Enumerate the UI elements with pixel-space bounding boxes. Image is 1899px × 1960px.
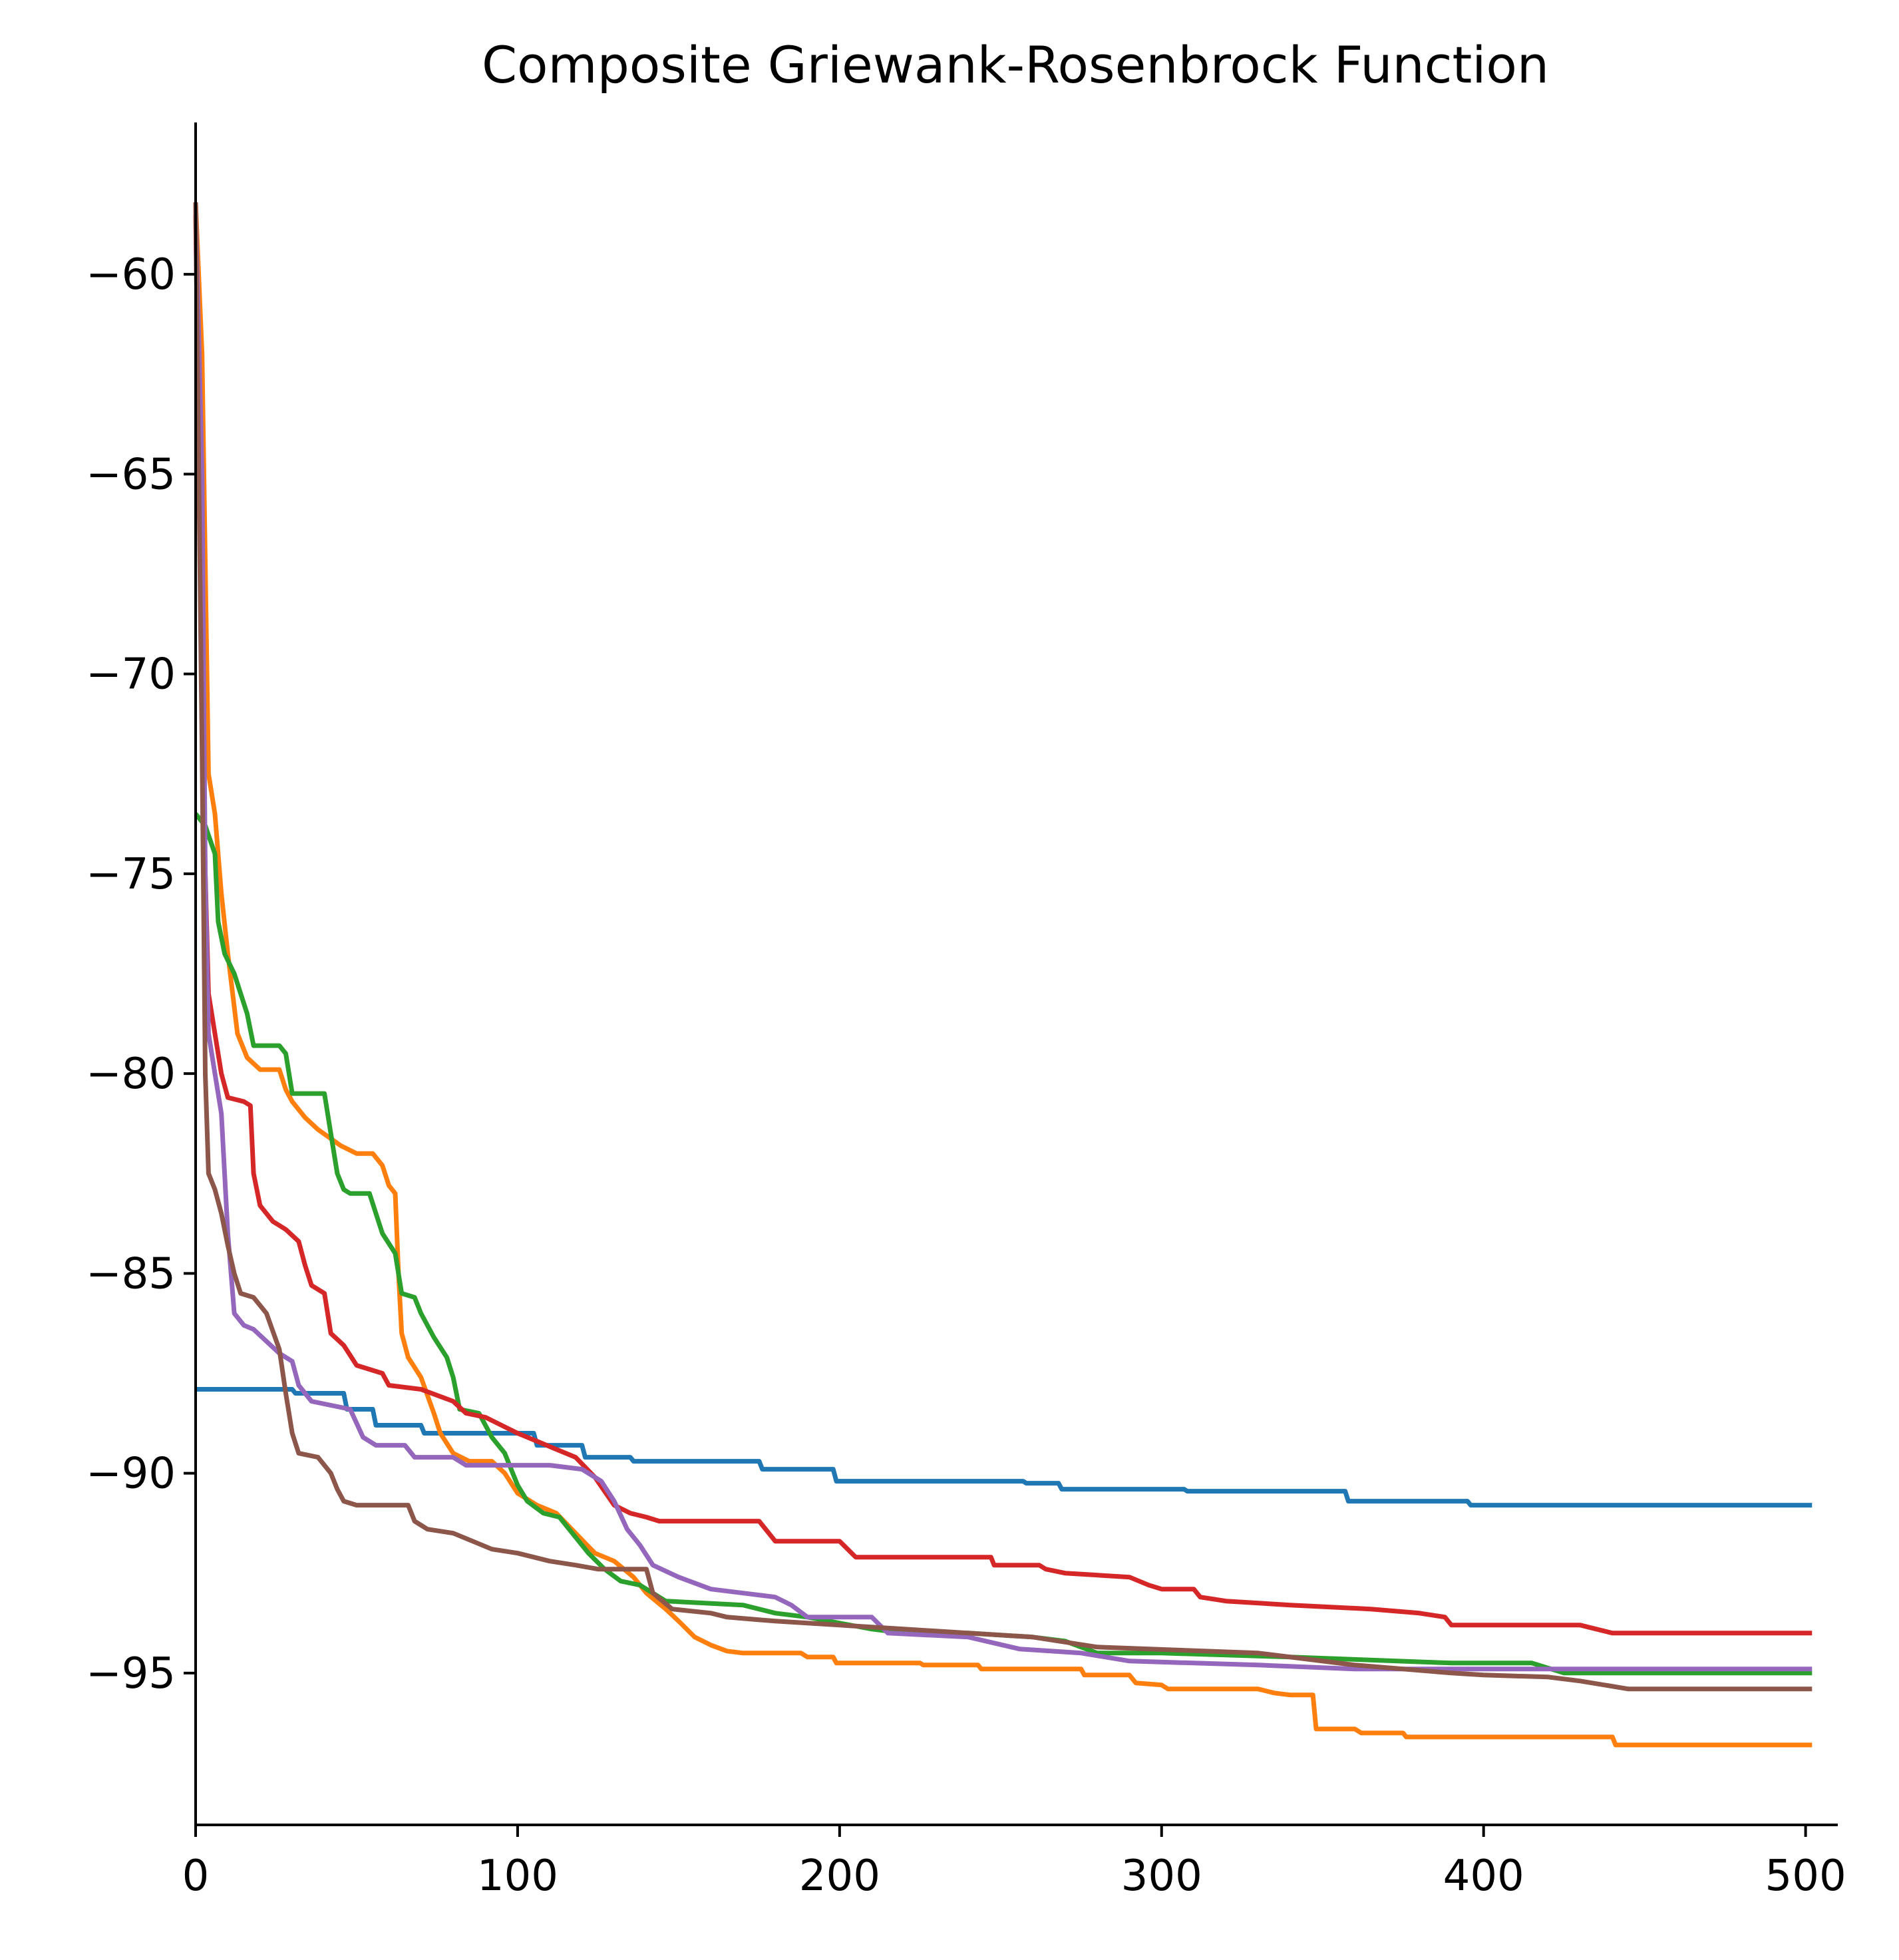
- y-tick-label: −85: [86, 1249, 176, 1298]
- series-line-1: [196, 1387, 1813, 1508]
- series-line-2: [193, 202, 1813, 1748]
- chart-title: Composite Griewank-Rosenbrock Function: [482, 35, 1549, 95]
- x-tick-label: 200: [799, 1852, 880, 1901]
- x-tick-label: 500: [1765, 1852, 1846, 1901]
- x-tick-label: 300: [1121, 1852, 1202, 1901]
- y-axis-ticks: −95 −90 −85 −80 −75 −70 −65 −60: [86, 250, 196, 1698]
- y-tick-label: −65: [86, 450, 176, 499]
- series-line-4: [193, 214, 1813, 1636]
- y-tick-label: −60: [86, 250, 176, 299]
- x-tick-label: 400: [1443, 1852, 1524, 1901]
- series-line-5: [193, 206, 1813, 1672]
- y-tick-label: −80: [86, 1050, 176, 1099]
- x-axis-ticks: 0 100 200 300 400 500: [182, 1825, 1846, 1901]
- series-layer: [193, 202, 1813, 1748]
- x-tick-label: 100: [477, 1852, 558, 1901]
- x-tick-label: 0: [182, 1852, 210, 1901]
- series-line-6: [193, 202, 1813, 1692]
- y-tick-label: −75: [86, 850, 176, 899]
- y-tick-label: −90: [86, 1450, 176, 1499]
- y-tick-label: −95: [86, 1649, 176, 1698]
- y-tick-label: −70: [86, 650, 176, 699]
